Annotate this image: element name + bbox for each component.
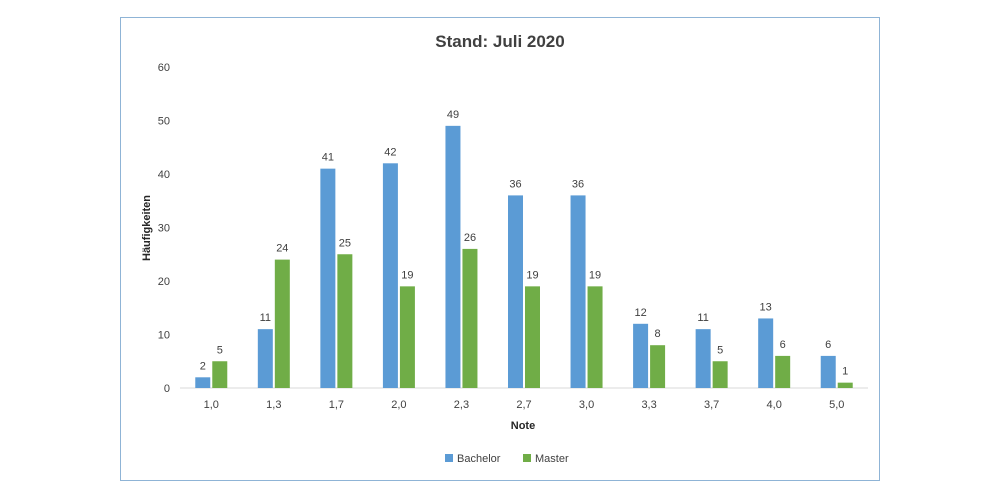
legend-swatch-bachelor	[445, 454, 453, 462]
data-label: 36	[509, 178, 521, 190]
bar-master	[212, 361, 228, 388]
y-tick-label: 0	[164, 383, 170, 395]
data-label: 2	[200, 360, 206, 372]
bar-bachelor	[695, 329, 711, 388]
bar-bachelor	[445, 125, 461, 388]
bar-bachelor	[195, 377, 211, 388]
y-tick-label: 20	[158, 276, 170, 288]
legend: Bachelor Master	[445, 453, 569, 465]
bar-bachelor	[382, 163, 398, 388]
y-tick-label: 40	[158, 169, 170, 181]
bar-bachelor	[570, 195, 586, 388]
data-label: 1	[842, 366, 848, 378]
bar-master	[837, 382, 853, 388]
data-label: 25	[339, 237, 351, 249]
chart-frame	[120, 17, 880, 481]
data-label: 41	[322, 152, 334, 164]
chart-title: Stand: Juli 2020	[435, 32, 564, 51]
bars	[195, 125, 853, 388]
data-label: 11	[697, 312, 708, 324]
legend-swatch-master	[523, 454, 531, 462]
data-label: 42	[384, 146, 396, 158]
data-label: 11	[260, 312, 271, 324]
bar-master	[525, 286, 540, 388]
bar-master	[650, 345, 666, 388]
data-label: 36	[572, 178, 584, 190]
x-tick-label: 1,7	[329, 399, 344, 411]
x-tick-label: 3,7	[704, 399, 719, 411]
x-tick-label: 1,3	[266, 399, 281, 411]
x-tick-label: 3,3	[641, 399, 656, 411]
bar-master	[399, 286, 415, 388]
x-tick-label: 5,0	[829, 399, 844, 411]
x-tick-label: 2,0	[391, 399, 406, 411]
bar-master	[274, 259, 290, 388]
bar-bachelor	[257, 329, 273, 388]
y-tick-label: 30	[158, 223, 170, 235]
data-label: 49	[447, 109, 459, 121]
bar-master	[587, 286, 603, 388]
data-label: 24	[276, 243, 288, 255]
bar-master	[337, 254, 353, 388]
bar-master	[462, 248, 478, 388]
y-axis-ticks: 0 10 20 30 40 50 60	[158, 62, 170, 395]
x-tick-label: 3,0	[579, 399, 594, 411]
data-label: 19	[589, 269, 601, 281]
data-label: 19	[526, 269, 538, 281]
data-label: 19	[401, 269, 413, 281]
legend-label-bachelor: Bachelor	[457, 453, 501, 465]
data-label: 6	[780, 339, 786, 351]
bar-bachelor	[820, 355, 836, 388]
y-tick-label: 60	[158, 62, 170, 74]
x-axis-label: Note	[511, 420, 535, 432]
x-axis-ticks: 1,0 1,3 1,7 2,0 2,3 2,7 3,0 3,3 3,7 4,0 5,0	[204, 399, 845, 411]
bar-bachelor	[758, 318, 774, 388]
bar-bachelor	[633, 323, 649, 388]
bar-master	[775, 355, 791, 388]
data-label: 8	[655, 328, 661, 340]
x-tick-label: 4,0	[767, 399, 782, 411]
bar-bachelor	[508, 195, 523, 388]
y-tick-label: 50	[158, 116, 170, 128]
data-label: 5	[717, 344, 723, 356]
y-tick-label: 10	[158, 330, 170, 342]
legend-label-master: Master	[535, 453, 569, 465]
data-label: 6	[825, 339, 831, 351]
bar-master	[712, 361, 728, 388]
bar-bachelor	[320, 168, 336, 388]
x-tick-label: 2,3	[454, 399, 469, 411]
x-tick-label: 1,0	[204, 399, 219, 411]
data-label: 5	[217, 344, 223, 356]
y-axis-label: Häufigkeiten	[141, 195, 153, 261]
data-label: 12	[634, 307, 646, 319]
data-label: 13	[760, 301, 772, 313]
data-label: 26	[464, 232, 476, 244]
x-tick-label: 2,7	[516, 399, 531, 411]
